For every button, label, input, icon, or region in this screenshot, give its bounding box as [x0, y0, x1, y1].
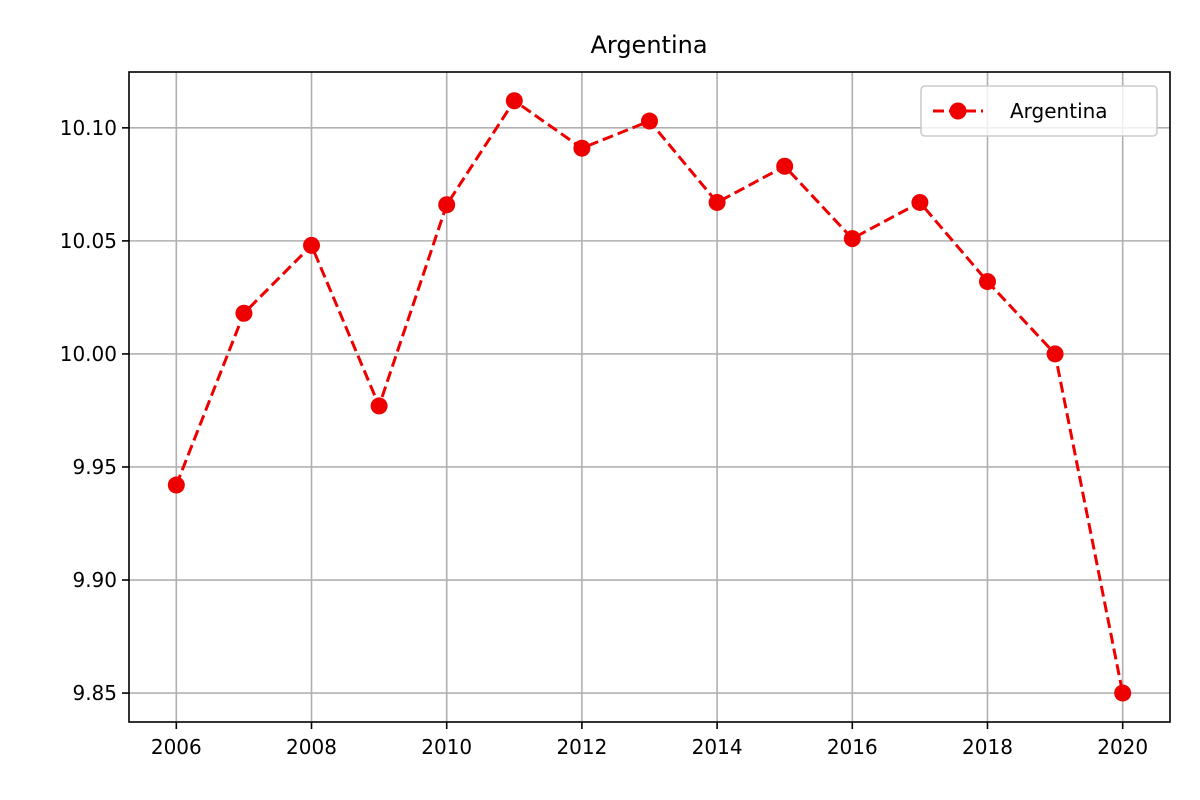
data-point — [1114, 684, 1132, 702]
data-point — [505, 92, 523, 110]
plot-frame — [128, 71, 1171, 723]
data-point — [303, 236, 321, 254]
x-tick-label: 2014 — [692, 735, 743, 759]
y-tick-label: 10.10 — [60, 116, 117, 140]
data-point — [573, 139, 591, 157]
chart-title: Argentina — [590, 31, 707, 59]
legend-box — [920, 85, 1158, 137]
data-point — [911, 193, 929, 211]
data-point — [370, 397, 388, 415]
x-tick-label: 2006 — [151, 735, 202, 759]
series-line — [174, 99, 1125, 694]
x-tick-label: 2010 — [421, 735, 472, 759]
y-tick-label: 10.05 — [60, 229, 117, 253]
x-tick-label: 2020 — [1097, 735, 1148, 759]
legend-label: Argentina — [1010, 99, 1108, 123]
series-layer — [167, 92, 1132, 702]
axes: 2006 2008 2010 2012 2014 2016 2018 2020 9.85 9.90… — [60, 71, 1171, 759]
x-tick-label: 2016 — [827, 735, 878, 759]
data-point — [708, 193, 726, 211]
y-tick-label: 9.90 — [72, 568, 117, 592]
legend: Argentina — [920, 85, 1158, 137]
data-point — [167, 476, 185, 494]
data-point — [776, 157, 794, 175]
legend-marker — [949, 102, 967, 120]
data-point — [1046, 345, 1064, 363]
grid — [129, 72, 1170, 722]
x-tick-label: 2012 — [556, 735, 607, 759]
data-point — [978, 273, 996, 291]
data-point — [235, 304, 253, 322]
data-point — [843, 230, 861, 248]
x-tick-label: 2018 — [962, 735, 1013, 759]
x-tick-label: 2008 — [286, 735, 337, 759]
y-tick-label: 9.95 — [72, 455, 117, 479]
y-tick-label: 10.00 — [60, 342, 117, 366]
data-point — [438, 196, 456, 214]
data-point — [641, 112, 658, 130]
y-tick-label: 9.85 — [72, 681, 117, 705]
